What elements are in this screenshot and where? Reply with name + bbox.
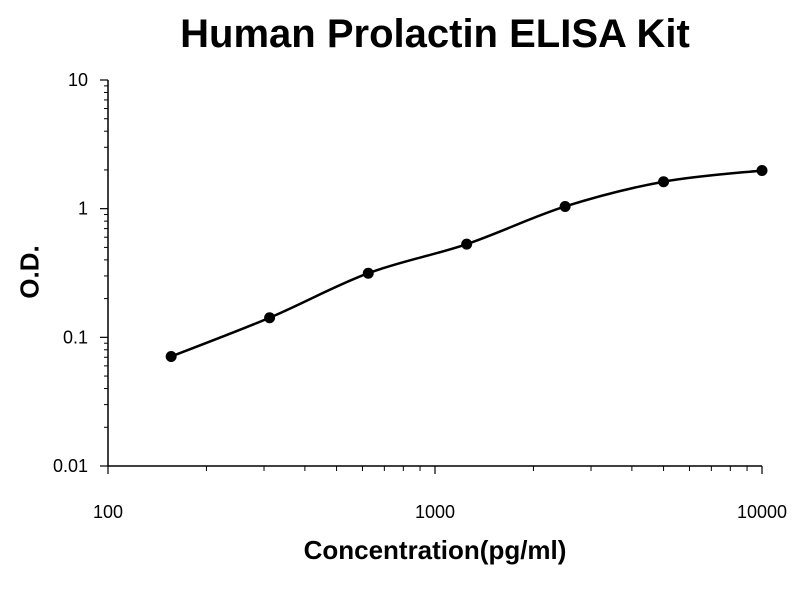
y-tick-label: 0.1: [63, 327, 88, 347]
data-point: [461, 238, 473, 250]
chart-axes: [107, 80, 762, 467]
data-point: [362, 267, 374, 279]
data-point: [658, 176, 670, 188]
x-tick-label: 10000: [737, 502, 787, 522]
data-points: [165, 164, 768, 362]
y-tick-label: 10: [68, 70, 88, 90]
x-tick-label: 1000: [415, 502, 455, 522]
data-point: [264, 312, 276, 324]
data-point: [165, 350, 177, 362]
y-tick-label: 1: [78, 199, 88, 219]
y-axis-ticks: 0.01 0.1 1 10: [53, 70, 108, 476]
data-point: [756, 164, 768, 176]
y-tick-label: 0.01: [53, 456, 88, 476]
x-tick-label: 100: [93, 502, 123, 522]
fit-curve: [170, 169, 763, 358]
data-point: [559, 200, 571, 212]
x-axis-label: Concentration(pg/ml): [303, 535, 567, 565]
x-axis-ticks: 100 1000 10000: [93, 466, 787, 522]
chart-title: Human Prolactin ELISA Kit: [180, 12, 690, 56]
